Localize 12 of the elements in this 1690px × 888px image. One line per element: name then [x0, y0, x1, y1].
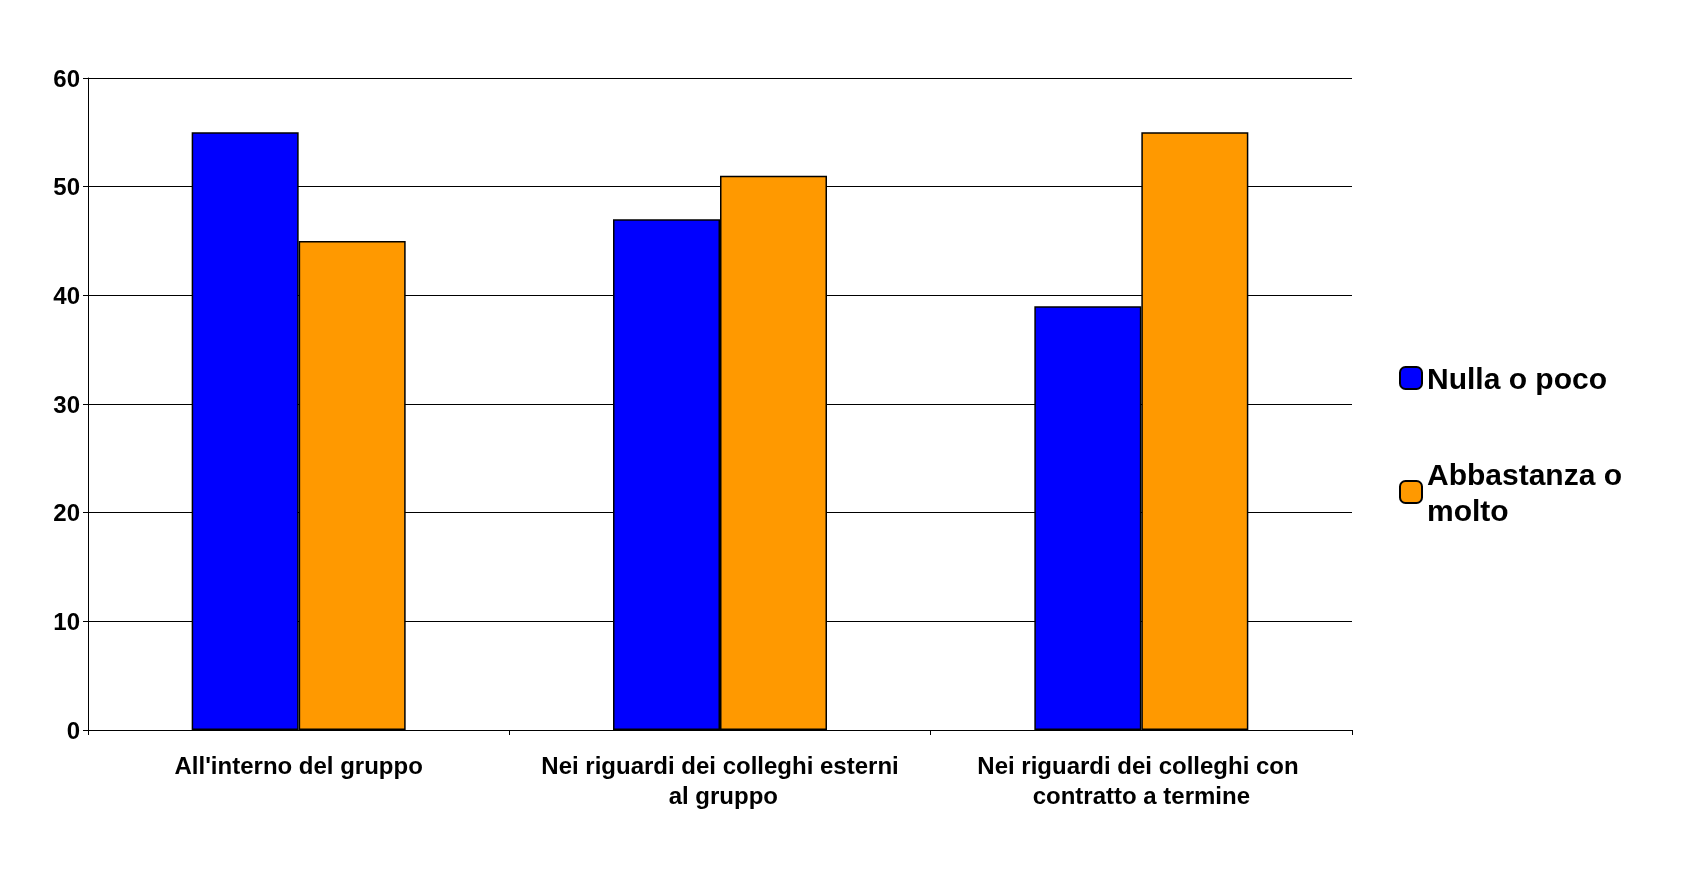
y-tick-label: 40 — [53, 281, 80, 309]
x-tick-label: Nei riguardi dei colleghi con contratto a termine — [977, 751, 1306, 809]
x-tick-label: All'interno del gruppo — [174, 751, 423, 779]
x-tick-label: Nei riguardi dei colleghi esterni al gruppo — [541, 751, 899, 809]
y-tick-label: 60 — [53, 64, 80, 92]
legend-label: Nulla o poco — [1427, 361, 1607, 395]
y-tick-label: 50 — [53, 173, 80, 201]
y-tick-label: 30 — [53, 390, 80, 418]
legend-label: Abbastanza o molto — [1427, 457, 1631, 527]
y-tick-label: 0 — [66, 716, 80, 744]
y-tick-label: 20 — [53, 499, 80, 527]
y-tick-label: 10 — [53, 607, 80, 635]
